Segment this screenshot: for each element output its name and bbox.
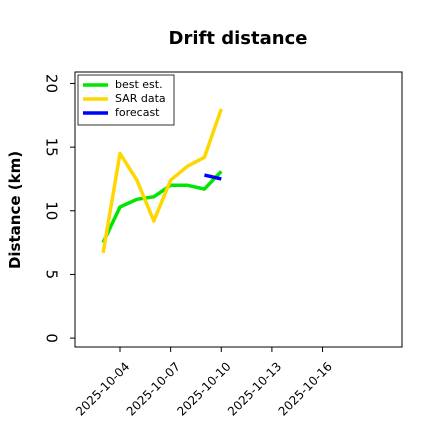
legend-label: best est. bbox=[115, 78, 163, 91]
chart-title: Drift distance bbox=[169, 28, 308, 49]
plot-frame bbox=[74, 71, 403, 348]
y-tick-label: 0 bbox=[43, 333, 61, 343]
legend-label: SAR data bbox=[115, 92, 166, 105]
y-tick-label: 20 bbox=[43, 74, 61, 93]
y-axis-label: Distance (km) bbox=[6, 151, 24, 269]
legend-label: forecast bbox=[115, 106, 160, 119]
series-line bbox=[101, 108, 223, 254]
series-line bbox=[101, 170, 223, 244]
y-tick-label: 15 bbox=[43, 138, 61, 157]
y-tick-label: 10 bbox=[43, 201, 61, 220]
y-tick-label: 5 bbox=[43, 270, 61, 280]
x-tick-label: 2025-10-16 bbox=[276, 359, 335, 418]
series-line bbox=[204, 173, 222, 181]
